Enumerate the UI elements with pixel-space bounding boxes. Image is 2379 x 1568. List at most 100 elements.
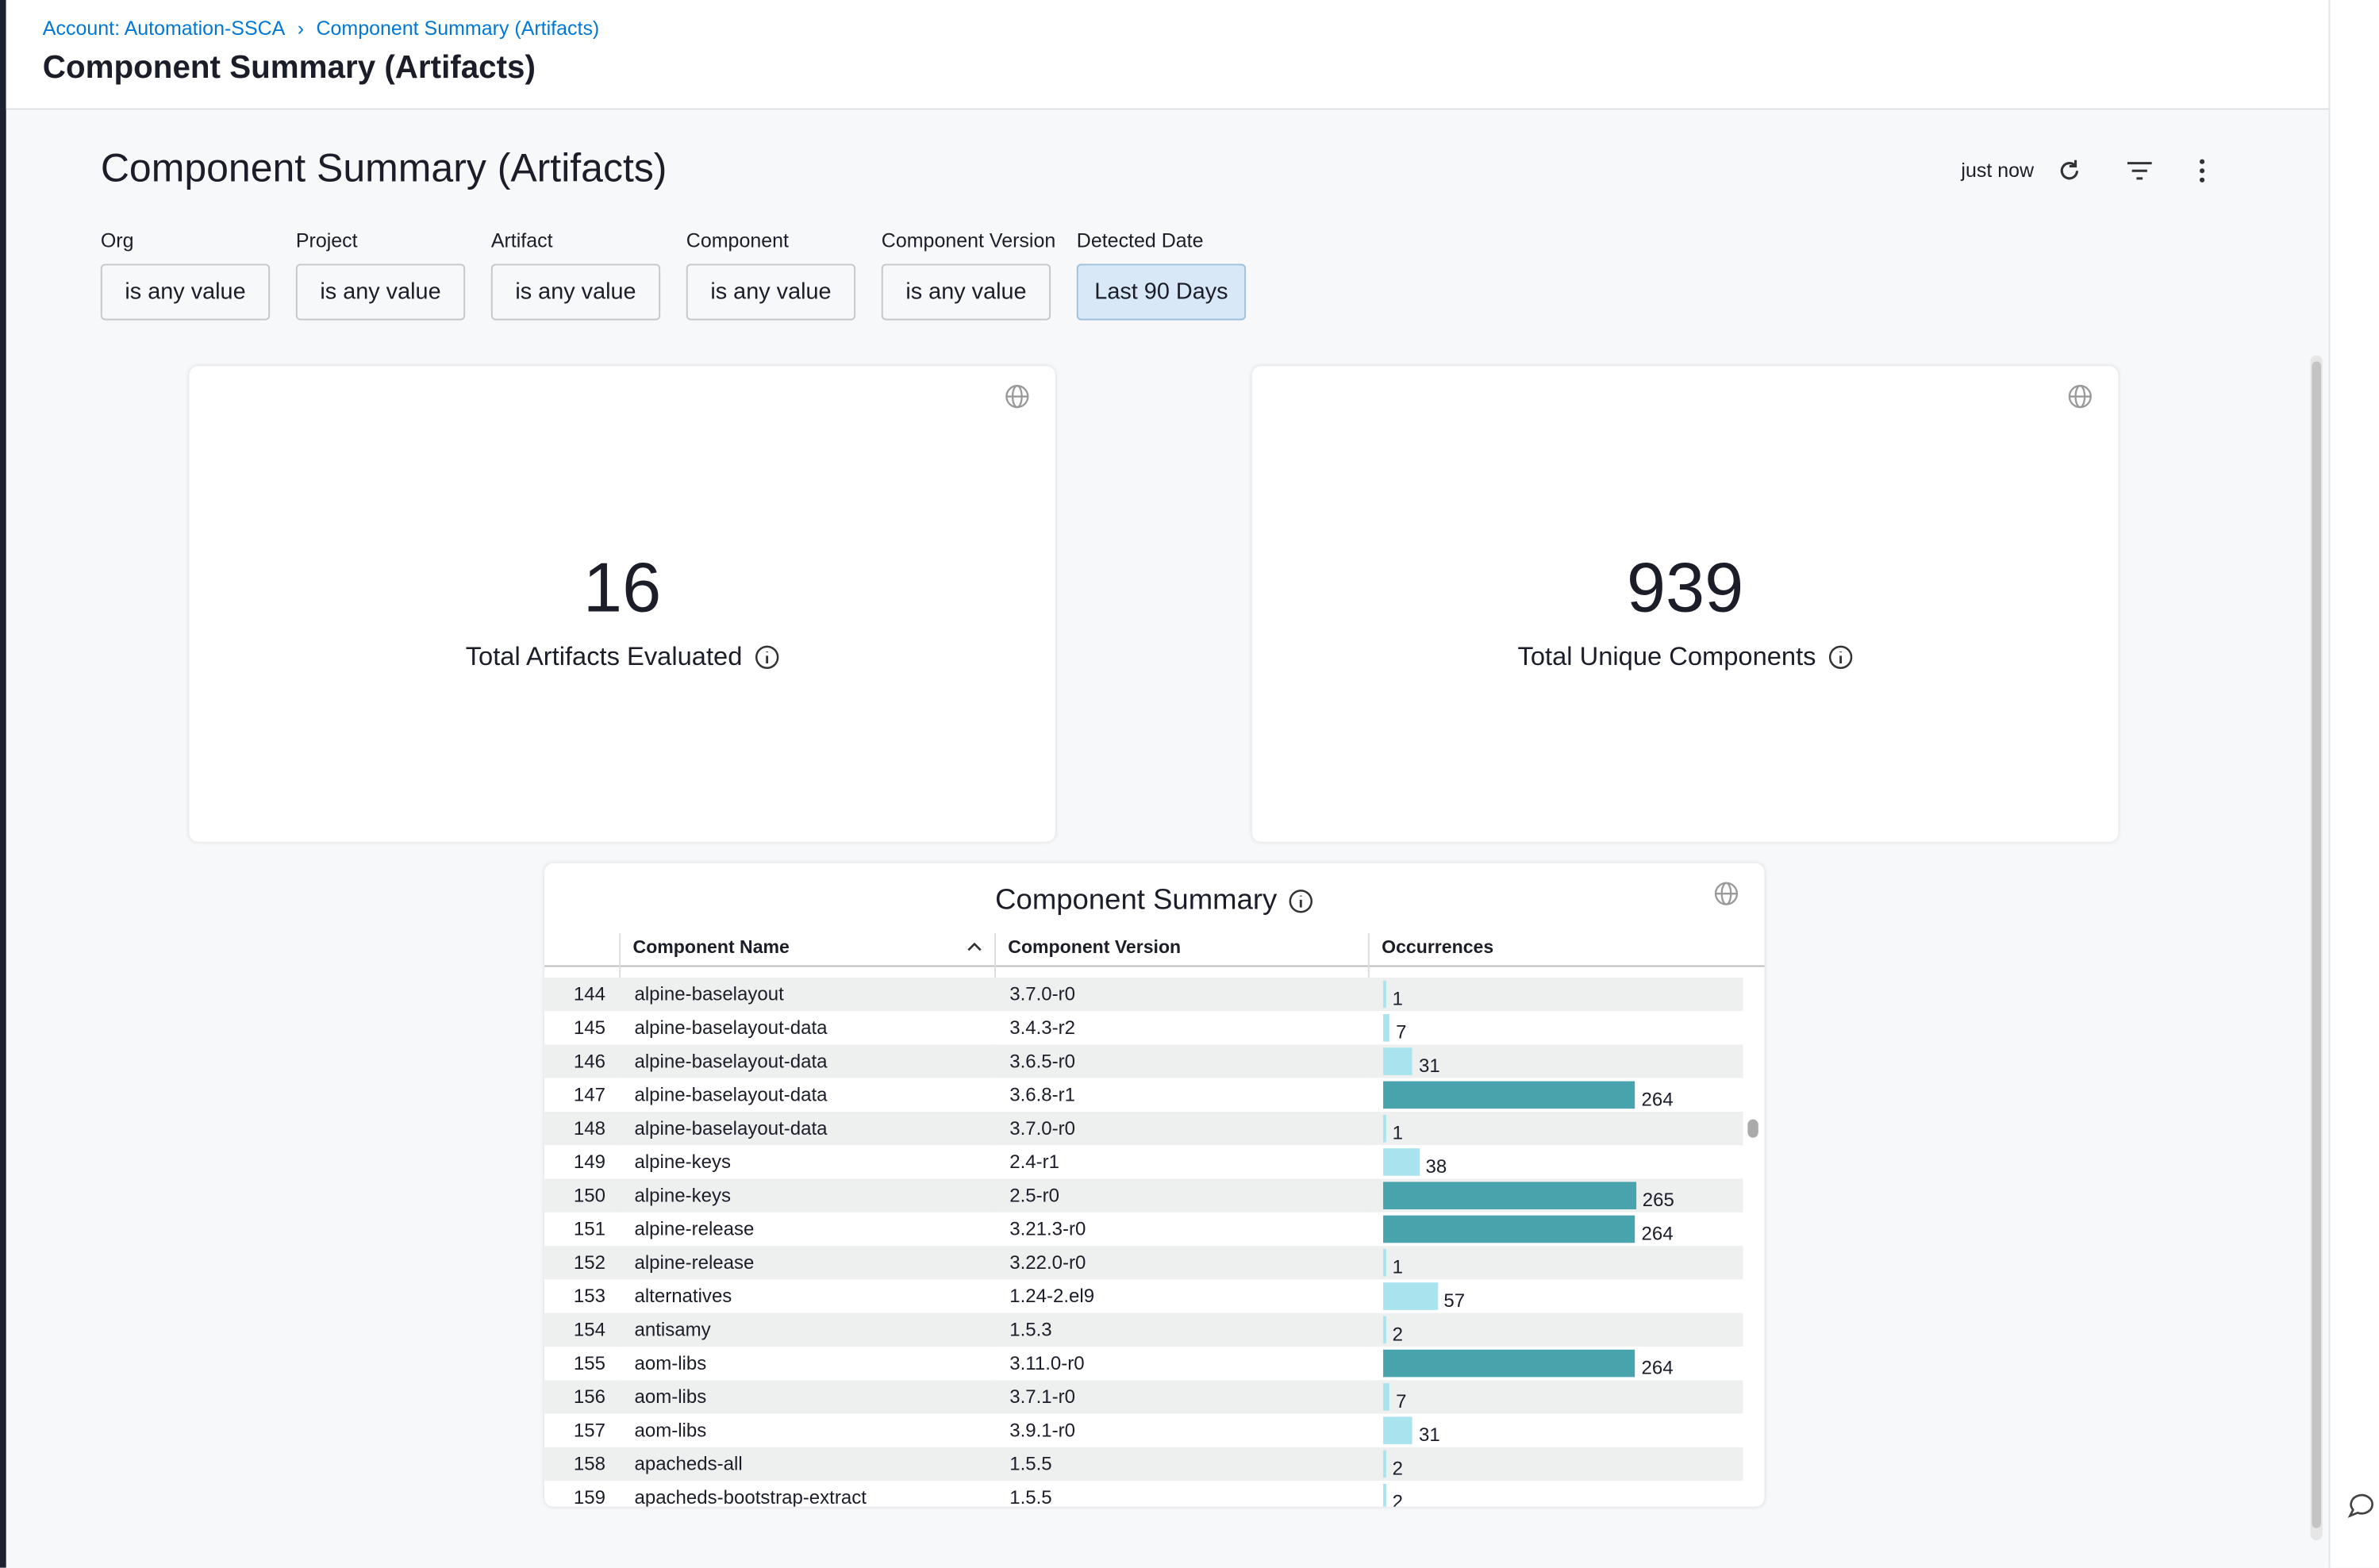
filter-label: Detected Date	[1077, 229, 1204, 252]
filter-label: Artifact	[491, 229, 553, 252]
filter-icon[interactable]	[2126, 159, 2154, 183]
occurrence-value: 31	[1419, 1055, 1440, 1077]
row-index: 148	[574, 1118, 605, 1139]
row-index: 146	[574, 1051, 605, 1072]
table-row: 148 alpine-baselayout-data 3.7.0-r0 1	[544, 1112, 1743, 1145]
kpi-label: Total Unique Components	[1518, 642, 1816, 672]
component-name: apacheds-all	[634, 1453, 742, 1474]
component-name: alpine-release	[634, 1219, 754, 1240]
component-version: 1.5.5	[1009, 1453, 1051, 1474]
breadcrumb: Account: Automation-SSCA › Component Summa…	[43, 17, 599, 40]
filter-button[interactable]: is any value	[101, 263, 270, 320]
component-version: 1.5.3	[1009, 1319, 1051, 1340]
component-version: 3.9.1-r0	[1009, 1420, 1075, 1441]
filter-button[interactable]: is any value	[296, 263, 465, 320]
column-header[interactable]: Component Name	[633, 936, 790, 958]
table-card: Component Summary Component Name Compone…	[544, 863, 1764, 1507]
kpi-label: Total Artifacts Evaluated	[466, 642, 743, 672]
column-header[interactable]: Occurrences	[1382, 936, 1493, 958]
occurrence-bar	[1383, 1282, 1438, 1310]
row-index: 155	[574, 1353, 605, 1374]
table-row: 159apacheds-bootstrap-extract1.5.52	[544, 1481, 1743, 1507]
refresh-icon[interactable]	[2056, 157, 2084, 185]
component-name: alpine-baselayout-data	[634, 1084, 827, 1105]
component-name: alpine-baselayout	[634, 984, 783, 1005]
breadcrumb-link[interactable]: Account: Automation-SSCA	[43, 17, 286, 40]
filter-label: Component Version	[882, 229, 1055, 252]
table-row: 150 alpine-keys 2.5-r0 265	[544, 1179, 1743, 1213]
filter-label: Component	[686, 229, 789, 252]
occurrence-bar	[1383, 1484, 1386, 1507]
globe-icon[interactable]	[1714, 882, 1739, 906]
occurrence-bar	[1383, 1082, 1635, 1109]
occurrence-value: 264	[1642, 1223, 1674, 1244]
component-name: apacheds-bootstrap-extract	[634, 1487, 866, 1507]
kpi-value: 16	[189, 546, 1055, 628]
info-icon[interactable]	[1289, 889, 1314, 913]
row-index: 153	[574, 1286, 605, 1307]
info-icon[interactable]	[1828, 645, 1853, 670]
occurrence-bar	[1383, 1047, 1412, 1075]
occurrence-value: 1	[1393, 1122, 1403, 1143]
chat-icon[interactable]	[2344, 1490, 2377, 1520]
table-row: 154antisamy1.5.32	[544, 1313, 1743, 1347]
table-row: 144alpine-baselayout3.7.0-r01	[544, 978, 1743, 1011]
row-index: 157	[574, 1420, 605, 1441]
globe-icon[interactable]	[1005, 384, 1029, 409]
row-index: 150	[574, 1185, 605, 1206]
occurrence-bar	[1383, 981, 1386, 1009]
component-name: alpine-baselayout-data	[634, 1051, 827, 1072]
occurrence-bar	[1383, 1115, 1386, 1143]
component-name: aom-libs	[634, 1420, 706, 1441]
component-name: alpine-baselayout-data	[634, 1017, 827, 1039]
column-header[interactable]: Component Version	[1008, 936, 1181, 958]
filter-label: Project	[296, 229, 358, 252]
component-version: 3.7.0-r0	[1009, 984, 1075, 1005]
menu-icon[interactable]	[2193, 157, 2212, 185]
component-version: 3.21.3-r0	[1009, 1219, 1086, 1240]
breadcrumb-link[interactable]: Component Summary (Artifacts)	[316, 17, 599, 40]
component-version: 1.5.5	[1009, 1487, 1051, 1507]
component-version: 3.6.5-r0	[1009, 1051, 1075, 1072]
table-body: 144alpine-baselayout3.7.0-r01145alpine-b…	[544, 978, 1743, 1507]
row-index: 158	[574, 1453, 605, 1474]
row-index: 154	[574, 1319, 605, 1340]
occurrence-bar	[1383, 1014, 1389, 1042]
filter-button[interactable]: is any value	[491, 263, 660, 320]
component-name: alpine-keys	[634, 1185, 731, 1206]
info-icon[interactable]	[755, 645, 779, 670]
separator: ›	[298, 17, 304, 40]
component-version: 3.7.0-r0	[1009, 1118, 1075, 1139]
component-version: 2.5-r0	[1009, 1185, 1059, 1206]
right-rail	[2329, 0, 2379, 1568]
filter-button[interactable]: is any value	[882, 263, 1051, 320]
table-row: 147alpine-baselayout-data3.6.8-r1264	[544, 1078, 1743, 1112]
scroll-track	[2311, 355, 2323, 1540]
scroll-thumb[interactable]	[2312, 361, 2321, 1528]
row-index: 145	[574, 1017, 605, 1039]
component-name: antisamy	[634, 1319, 710, 1340]
occurrence-value: 265	[1643, 1189, 1674, 1211]
component-version: 1.24-2.el9	[1009, 1286, 1094, 1307]
row-index: 159	[574, 1487, 605, 1507]
table-row: 156aom-libs3.7.1-r07	[544, 1380, 1743, 1413]
globe-icon[interactable]	[2068, 384, 2093, 409]
occurrence-value: 2	[1393, 1458, 1403, 1479]
component-version: 3.22.0-r0	[1009, 1252, 1086, 1274]
occurrence-value: 264	[1642, 1089, 1674, 1110]
occurrence-value: 1	[1393, 1257, 1403, 1278]
occurrence-bar	[1383, 1350, 1635, 1378]
kpi-label-row: Total Unique Components	[1252, 642, 2119, 672]
filter-button[interactable]: is any value	[686, 263, 855, 320]
occurrence-value: 38	[1425, 1156, 1447, 1178]
row-index: 156	[574, 1386, 605, 1408]
sort-icon[interactable]	[967, 941, 982, 953]
occurrence-bar	[1383, 1383, 1389, 1411]
refresh-time: just now	[1961, 159, 2034, 182]
table-scrollbar[interactable]	[1747, 1120, 1758, 1138]
kpi-label-row: Total Artifacts Evaluated	[189, 642, 1055, 672]
filter-button[interactable]: Last 90 Days	[1077, 263, 1246, 320]
component-name: alpine-baselayout-data	[634, 1118, 827, 1139]
component-name: alpine-release	[634, 1252, 754, 1274]
